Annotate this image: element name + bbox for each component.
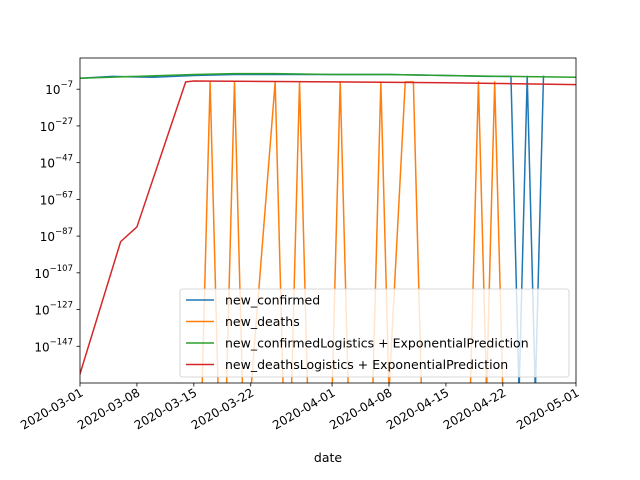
legend-label: new_confirmedLogistics + ExponentialPred…: [225, 336, 529, 351]
legend-label: new_confirmed: [225, 293, 320, 308]
legend: new_confirmed new_deaths new_confirmedLogi…: [179, 288, 570, 378]
y-tick-label: 10−7: [45, 80, 73, 97]
legend-box: [179, 288, 570, 378]
plot-frame: [79, 57, 577, 384]
series-line-4: [80, 80, 576, 375]
legend-label: new_deaths: [225, 314, 300, 329]
y-tick-label: 10−87: [40, 227, 73, 244]
y-tick-label: 10−107: [34, 264, 73, 281]
y-tick-label: 10−27: [40, 117, 73, 134]
series-line-3: [80, 72, 576, 79]
y-axis: 10−7 10−27 10−47 10−67 10−87 10−107 10−127 10−1…: [34, 80, 80, 354]
legend-label: new_deathsLogistics + ExponentialPredict…: [225, 357, 508, 372]
y-tick-label: 10−147: [34, 337, 73, 354]
y-tick-label: 10−67: [40, 190, 73, 207]
y-tick-label: 10−127: [34, 301, 73, 318]
x-axis-title: date: [314, 450, 342, 465]
y-tick-label: 10−47: [40, 154, 73, 171]
series-lines: [80, 72, 576, 383]
